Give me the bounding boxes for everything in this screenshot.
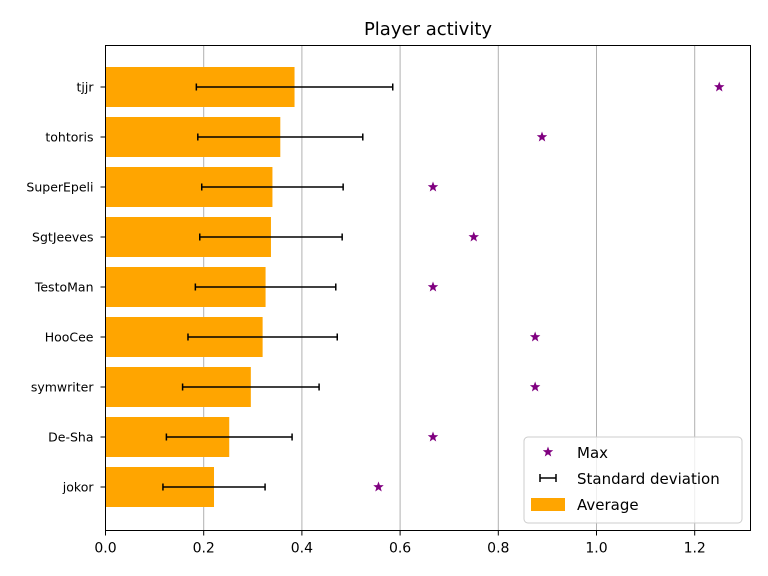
x-tick-label: 0.6: [389, 541, 411, 557]
category-label: tohtoris: [45, 130, 93, 145]
legend-average-swatch: [531, 498, 565, 511]
category-label: TestoMan: [34, 280, 94, 295]
max-marker: [536, 131, 548, 142]
x-tick-label: 1.0: [585, 541, 607, 557]
x-tick-label: 0.8: [487, 541, 509, 557]
legend-max-marker: [542, 446, 554, 457]
x-tick-label: 0.2: [193, 541, 215, 557]
max-marker: [529, 381, 541, 392]
category-label: SuperEpeli: [26, 180, 93, 195]
legend-label-standard-deviation: Standard deviation: [577, 470, 720, 488]
legend-label-average: Average: [577, 496, 639, 514]
legend: Max Standard deviation Average: [523, 436, 743, 524]
legend-box: [523, 436, 743, 524]
legend-label-max: Max: [577, 444, 608, 462]
max-marker-series: [373, 81, 725, 492]
y-axis: tjjr tohtoris SuperEpeli SgtJeeves TestoMan H…: [26, 80, 106, 495]
max-marker: [427, 181, 439, 192]
max-marker: [714, 81, 725, 92]
category-label: jokor: [62, 480, 95, 495]
category-label: HooCee: [45, 330, 94, 345]
chart-title: Player activity: [364, 19, 492, 40]
x-tick-label: 0.0: [94, 541, 116, 557]
x-tick-label: 1.2: [684, 541, 706, 557]
category-label: tjjr: [77, 80, 95, 95]
max-marker: [427, 431, 439, 442]
max-marker: [529, 331, 541, 342]
x-tick-label: 0.4: [291, 541, 313, 557]
max-marker: [468, 231, 479, 242]
x-axis: 0.0 0.2 0.4 0.6 0.8 1.0 1.2: [94, 530, 706, 557]
plot-area-frame: [105, 45, 751, 531]
errorbar-series: [162, 83, 394, 491]
max-marker: [427, 281, 439, 292]
max-marker: [373, 481, 384, 492]
category-label: De-Sha: [48, 430, 93, 445]
category-label: SgtJeeves: [32, 230, 93, 245]
category-label: symwriter: [31, 380, 95, 395]
